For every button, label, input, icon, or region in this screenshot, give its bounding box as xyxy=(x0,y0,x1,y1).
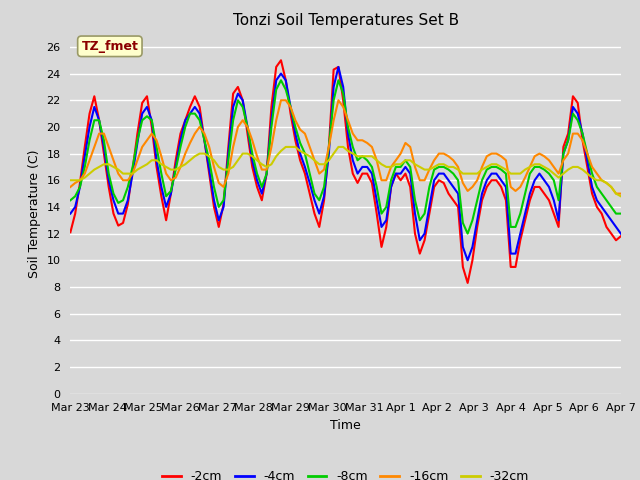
-8cm xyxy=(584,151,591,156)
-16cm xyxy=(531,154,538,159)
-32cm xyxy=(516,171,524,177)
-2cm xyxy=(536,184,543,190)
-2cm xyxy=(617,233,625,239)
-16cm xyxy=(516,184,524,190)
-32cm xyxy=(531,161,538,167)
-32cm xyxy=(617,193,625,199)
-4cm xyxy=(440,171,447,177)
-16cm xyxy=(253,154,261,159)
-2cm xyxy=(464,280,472,286)
-2cm xyxy=(521,217,529,223)
Text: TZ_fmet: TZ_fmet xyxy=(81,40,138,53)
-8cm xyxy=(464,231,472,237)
X-axis label: Time: Time xyxy=(330,419,361,432)
-16cm xyxy=(67,184,74,190)
-2cm xyxy=(277,58,285,63)
-8cm xyxy=(521,191,529,196)
Line: -16cm: -16cm xyxy=(70,100,621,193)
Y-axis label: Soil Temperature (C): Soil Temperature (C) xyxy=(28,149,41,278)
-32cm xyxy=(579,167,586,172)
Line: -4cm: -4cm xyxy=(70,67,621,260)
-8cm xyxy=(617,211,625,216)
Line: -32cm: -32cm xyxy=(70,147,621,196)
-8cm xyxy=(253,171,261,177)
-8cm xyxy=(406,164,414,170)
-8cm xyxy=(277,77,285,83)
-4cm xyxy=(253,178,261,183)
-8cm xyxy=(440,164,447,170)
-4cm xyxy=(335,64,342,70)
-16cm xyxy=(617,191,625,196)
-4cm xyxy=(67,211,74,216)
-4cm xyxy=(464,257,472,263)
-16cm xyxy=(579,137,586,143)
-2cm xyxy=(584,164,591,170)
-4cm xyxy=(406,171,414,177)
-2cm xyxy=(406,184,414,190)
Title: Tonzi Soil Temperatures Set B: Tonzi Soil Temperatures Set B xyxy=(232,13,459,28)
-32cm xyxy=(406,157,414,163)
Line: -8cm: -8cm xyxy=(70,80,621,234)
-2cm xyxy=(253,184,261,190)
-32cm xyxy=(282,144,290,150)
-32cm xyxy=(67,178,74,183)
-16cm xyxy=(277,97,285,103)
-16cm xyxy=(406,144,414,150)
-16cm xyxy=(440,151,447,156)
-4cm xyxy=(617,231,625,237)
-4cm xyxy=(536,171,543,177)
Legend: -2cm, -4cm, -8cm, -16cm, -32cm: -2cm, -4cm, -8cm, -16cm, -32cm xyxy=(157,465,534,480)
-8cm xyxy=(536,164,543,170)
-16cm xyxy=(612,191,620,196)
-32cm xyxy=(253,157,261,163)
-4cm xyxy=(584,157,591,163)
-32cm xyxy=(440,161,447,167)
-2cm xyxy=(67,229,74,235)
-4cm xyxy=(521,211,529,216)
-8cm xyxy=(67,197,74,203)
Line: -2cm: -2cm xyxy=(70,60,621,283)
-2cm xyxy=(440,180,447,186)
